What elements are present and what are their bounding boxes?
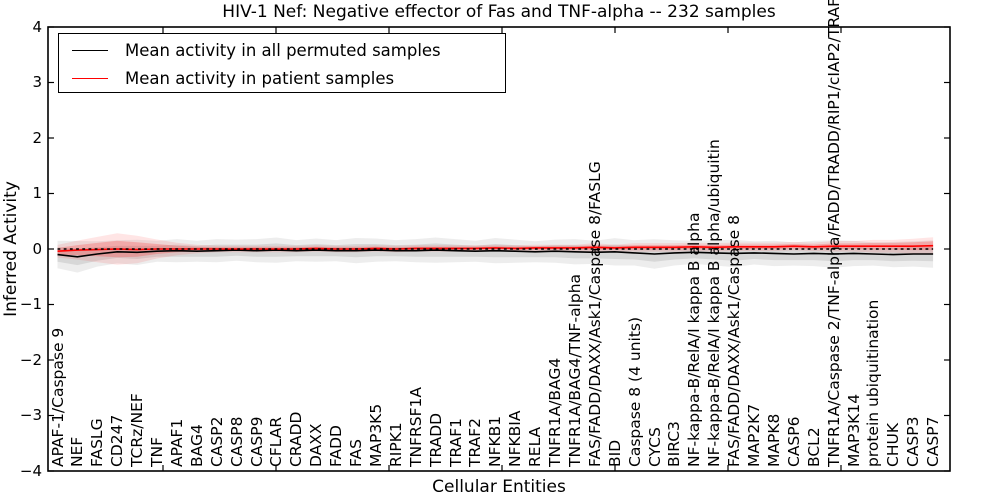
y-tick-label: 4: [32, 17, 42, 36]
y-tick-label: −4: [19, 461, 42, 480]
y-tick-label: 0: [32, 239, 42, 258]
legend-line-sample: [72, 49, 108, 51]
legend-line-sample: [72, 77, 108, 79]
legend-entry: Mean activity in patient samples: [59, 64, 505, 92]
legend-entry: Mean activity in all permuted samples: [59, 36, 505, 64]
mean-line: [57, 249, 934, 258]
mean-line: [57, 244, 934, 252]
legend-label: Mean activity in patient samples: [125, 68, 395, 88]
y-tick-label: −3: [19, 406, 42, 424]
confidence-band-outer: [57, 237, 934, 273]
y-axis-label: Inferred Activity: [1, 181, 21, 317]
confidence-band-inner: [57, 240, 934, 258]
chart-title: HIV-1 Nef: Negative effector of Fas and …: [222, 2, 776, 22]
legend-label: Mean activity in all permuted samples: [125, 40, 441, 60]
legend: Mean activity in all permuted samples Mea…: [58, 33, 506, 93]
y-tick-label: −1: [19, 295, 42, 313]
x-axis-label: Cellular Entities: [432, 477, 566, 497]
y-tick-label: 1: [32, 184, 42, 202]
y-tick-label: 3: [32, 73, 42, 91]
confidence-band-outer: [57, 233, 934, 265]
y-tick-label: 2: [32, 128, 42, 147]
y-tick-label: −2: [19, 350, 42, 369]
